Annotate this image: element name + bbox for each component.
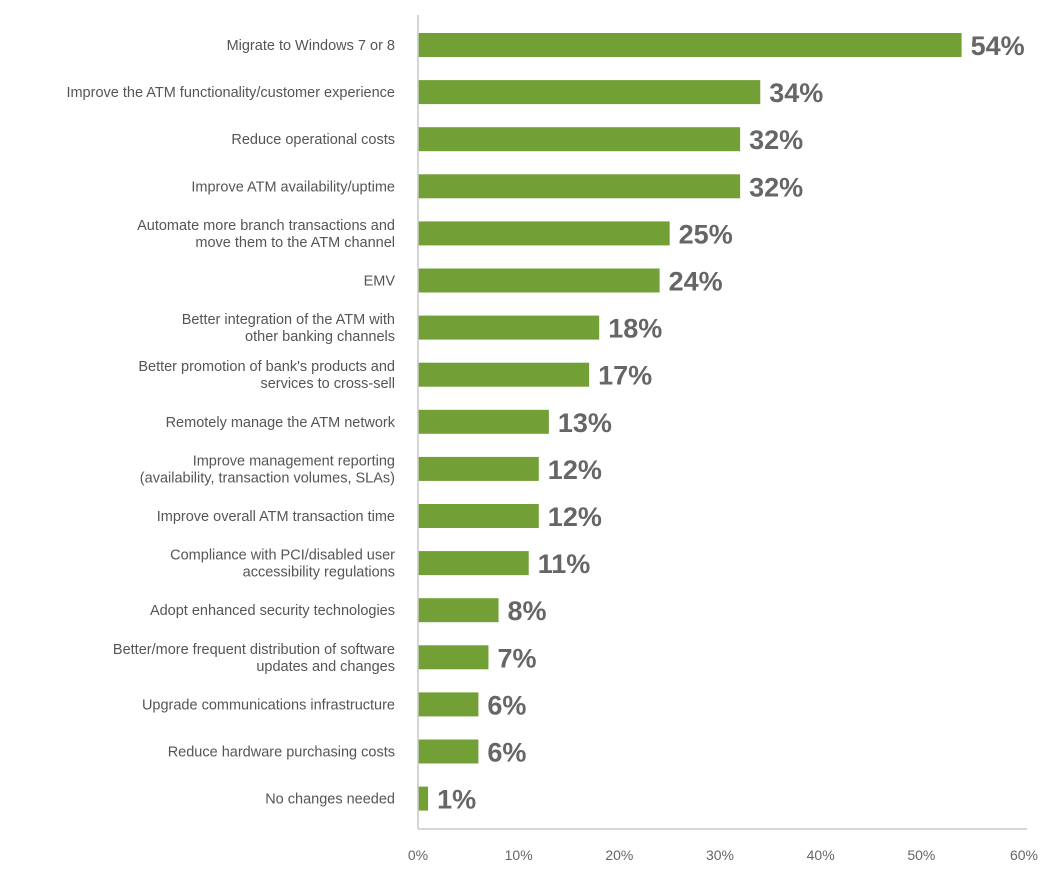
category-label: Improve ATM availability/uptime (191, 179, 395, 195)
value-label: 24% (669, 267, 723, 297)
x-axis-ticks: 0% 10% 20% 30% 40% 50% 60% (408, 847, 1038, 863)
category-label: Better integration of the ATM with other … (182, 312, 395, 345)
value-label: 32% (749, 172, 803, 202)
bar (418, 33, 962, 57)
bar (418, 80, 761, 105)
category-label: Better/more frequent distribution of sof… (113, 642, 395, 675)
category-labels: Migrate to Windows 7 or 8 Improve the ATM… (66, 38, 395, 808)
bars-group (418, 33, 962, 811)
bar (418, 362, 590, 387)
bar (418, 174, 741, 199)
value-label: 7% (497, 643, 536, 673)
category-label: Automate more branch transactions and mov… (137, 218, 395, 251)
x-tick-label: 30% (706, 847, 734, 863)
value-label: 25% (679, 219, 733, 249)
bar (418, 551, 529, 576)
category-label: EMV (364, 274, 396, 290)
category-label: Reduce hardware purchasing costs (168, 745, 395, 761)
bar (418, 127, 741, 152)
bar (418, 786, 429, 811)
x-tick-label: 0% (408, 847, 428, 863)
bar (418, 504, 539, 528)
category-label: Better promotion of bank's products and s… (138, 359, 395, 392)
value-label: 17% (598, 361, 652, 391)
category-label: Reduce operational costs (231, 132, 395, 148)
category-label: Improve management reporting (availabilit… (140, 453, 395, 486)
x-tick-label: 10% (505, 847, 533, 863)
value-label: 8% (508, 596, 547, 626)
bar (418, 739, 479, 764)
category-label: Upgrade communications infrastructure (142, 697, 395, 713)
bar (418, 692, 479, 717)
bar (418, 268, 660, 293)
value-label: 12% (548, 455, 602, 485)
x-tick-label: 40% (807, 847, 835, 863)
category-label: Remotely manage the ATM network (166, 415, 396, 431)
value-label: 6% (487, 738, 526, 768)
x-tick-label: 20% (605, 847, 633, 863)
value-label: 1% (437, 785, 476, 815)
bar (418, 315, 600, 340)
category-label: Adopt enhanced security technologies (150, 603, 395, 619)
value-label: 18% (608, 314, 662, 344)
x-tick-label: 60% (1010, 847, 1038, 863)
x-tick-label: 50% (907, 847, 935, 863)
bar (418, 409, 549, 434)
category-label: Improve overall ATM transaction time (157, 509, 395, 525)
value-label: 12% (548, 502, 602, 532)
bar (418, 221, 670, 246)
value-label: 6% (487, 690, 526, 720)
category-label: No changes needed (265, 792, 395, 808)
value-label: 34% (769, 78, 823, 108)
value-label: 54% (971, 31, 1025, 61)
category-label: Migrate to Windows 7 or 8 (227, 38, 395, 54)
bar (418, 645, 489, 670)
value-label: 13% (558, 408, 612, 438)
bar (418, 598, 499, 623)
category-label: Improve the ATM functionality/customer e… (66, 85, 395, 101)
value-labels: 54% 34% 32% 32% 25% 24%18% 17% 13% 12% 12% 11% 8% 7%… (437, 31, 1025, 815)
bar (418, 456, 539, 481)
value-label: 11% (538, 549, 591, 579)
value-label: 32% (749, 125, 803, 155)
category-label: Compliance with PCI/disabled user accessi… (170, 548, 395, 581)
